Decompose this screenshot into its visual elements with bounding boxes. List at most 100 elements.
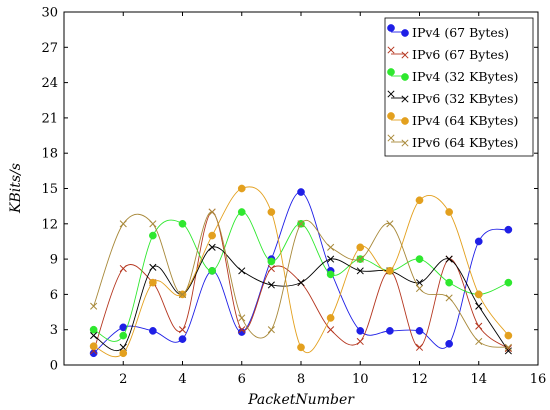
data-point: [119, 264, 127, 273]
data-point: [89, 325, 98, 334]
data-point: [149, 220, 157, 228]
y-tick-label: 18: [41, 147, 58, 162]
data-point: [208, 267, 216, 275]
x-tick-label: 10: [352, 372, 369, 387]
legend-label: IPv6 (64 KBytes): [412, 135, 518, 150]
data-point: [504, 343, 512, 351]
legend-marker: [401, 73, 409, 81]
series-6: [90, 208, 512, 351]
y-tick-label: 27: [41, 41, 58, 56]
data-point: [504, 344, 512, 353]
data-point: [327, 243, 335, 251]
series-layer: [89, 184, 513, 358]
legend-label: IPv4 (64 KBytes): [412, 113, 518, 128]
legend-box: [384, 17, 534, 157]
data-point: [149, 231, 157, 240]
data-point: [386, 327, 394, 335]
data-point: [208, 243, 216, 251]
y-tick-label: 15: [41, 182, 58, 197]
data-point: [356, 255, 364, 263]
y-tick-label: 3: [50, 323, 58, 338]
x-tick-label: 6: [238, 372, 246, 387]
data-point: [149, 327, 157, 335]
data-point: [504, 347, 512, 355]
data-point: [208, 208, 216, 216]
y-tick-label: 9: [50, 253, 58, 268]
data-point: [415, 327, 424, 335]
data-point: [445, 255, 453, 263]
series-1: [89, 188, 513, 358]
data-point: [445, 339, 453, 348]
data-point: [297, 220, 305, 228]
data-point: [327, 326, 335, 334]
data-point: [386, 220, 394, 228]
data-point: [356, 327, 365, 335]
legend-marker: [387, 90, 395, 98]
data-point: [445, 208, 453, 216]
legend-label: IPv4 (32 KBytes): [412, 69, 518, 84]
data-point: [237, 208, 246, 216]
data-point: [238, 267, 246, 275]
data-point: [356, 267, 364, 275]
data-point: [297, 343, 305, 352]
data-point: [119, 220, 127, 228]
data-point: [267, 257, 276, 266]
legend-marker: [401, 51, 409, 59]
data-point: [327, 255, 335, 263]
data-point: [445, 294, 453, 302]
data-point: [119, 349, 128, 358]
y-tick-label: 30: [41, 6, 58, 21]
data-point: [178, 290, 187, 298]
data-point: [504, 278, 513, 287]
data-point: [356, 337, 364, 346]
data-point: [178, 326, 187, 334]
series-4: [90, 243, 512, 355]
x-tick-label: 4: [178, 372, 186, 387]
data-point: [149, 278, 157, 287]
x-tick-label: 16: [530, 372, 547, 387]
data-point: [415, 255, 424, 263]
legend-marker: [387, 112, 395, 120]
data-point: [297, 188, 305, 196]
x-tick-label: 2: [119, 372, 127, 387]
data-point: [475, 322, 483, 330]
series-line: [93, 211, 509, 352]
series-line: [93, 246, 509, 352]
legend-marker: [387, 24, 395, 32]
data-point: [474, 237, 483, 246]
data-point: [267, 326, 275, 334]
data-point: [415, 196, 424, 205]
y-axis-label: KBits/s: [8, 163, 24, 214]
legend: IPv4 (67 Bytes) IPv6 (67 Bytes) IPv4 (32 K…: [384, 17, 534, 157]
data-point: [474, 290, 483, 299]
x-axis-label: PacketNumber: [247, 392, 355, 408]
data-point: [415, 343, 424, 351]
data-point: [445, 278, 453, 287]
data-point: [237, 184, 246, 193]
data-point: [119, 331, 128, 340]
x-tick-label: 12: [411, 372, 428, 387]
y-tick-label: 0: [50, 359, 58, 374]
data-point: [326, 314, 335, 322]
data-point: [149, 263, 157, 271]
y-tick-label: 21: [41, 111, 58, 126]
data-point: [178, 219, 187, 228]
legend-marker: [401, 117, 409, 125]
series-line: [93, 211, 509, 348]
legend-item: IPv6 (67 Bytes): [387, 46, 509, 62]
data-point: [475, 337, 483, 346]
legend-item: IPv4 (67 Bytes): [387, 24, 509, 40]
x-tick-label: 14: [470, 372, 487, 387]
y-tick-label: 12: [41, 217, 58, 232]
legend-marker: [387, 46, 395, 54]
data-point: [89, 342, 98, 351]
legend-label: IPv6 (32 KBytes): [412, 91, 518, 106]
data-point: [475, 302, 483, 310]
data-point: [238, 326, 246, 334]
legend-marker: [401, 95, 409, 103]
data-point: [238, 314, 246, 322]
series-line: [93, 211, 509, 342]
data-point: [267, 281, 275, 289]
